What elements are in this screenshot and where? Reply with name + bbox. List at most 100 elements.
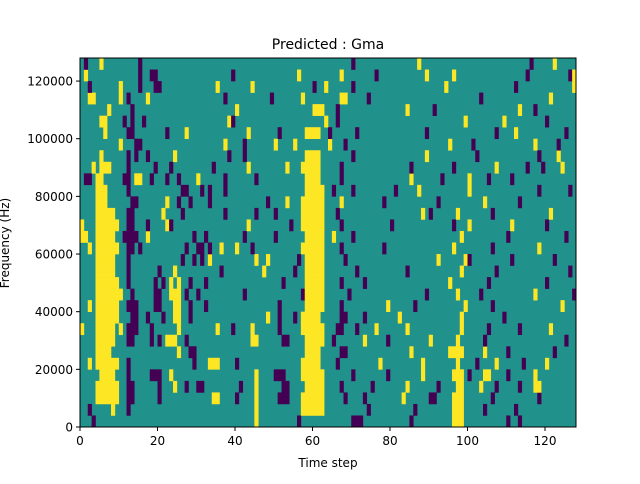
heatmap-cell-segment [180, 184, 189, 197]
y-tick-label: 80000 [35, 190, 73, 204]
heatmap-cell-segment [486, 323, 492, 336]
heatmap-cell-segment [215, 81, 220, 93]
heatmap-cell-segment [207, 184, 213, 197]
heatmap-cell-segment [254, 369, 259, 382]
heatmap-cell-segment [339, 173, 344, 186]
heatmap-cell-segment [254, 403, 259, 416]
heatmap-cell-segment [242, 138, 247, 151]
heatmap-cell-segment [250, 81, 255, 93]
heatmap-cell-segment [304, 265, 325, 278]
heatmap-cell-segment [304, 300, 325, 312]
heatmap-cell-segment [300, 196, 325, 209]
heatmap-cell-segment [545, 219, 550, 232]
y-tick-label: 40000 [35, 305, 73, 319]
heatmap-cell-segment [517, 323, 523, 336]
heatmap-cells [80, 58, 577, 428]
heatmap-cell-segment [502, 311, 507, 324]
heatmap-cell-segment [180, 254, 185, 266]
x-tick-label: 120 [534, 434, 557, 448]
heatmap-cell-segment [246, 161, 251, 174]
heatmap-cell-segment [355, 127, 360, 140]
heatmap-cell-segment [231, 115, 236, 128]
heatmap-cell-segment [510, 219, 515, 232]
heatmap-cell-segment [494, 161, 499, 174]
heatmap-cell-segment [366, 92, 371, 105]
heatmap-cell-segment [331, 184, 337, 197]
heatmap-cell-segment [95, 346, 112, 359]
heatmap-cell-segment [328, 127, 333, 140]
heatmap-cell-segment [409, 415, 414, 428]
heatmap-cell-segment [483, 334, 488, 347]
heatmap-cell-segment [223, 92, 228, 105]
heatmap-cell-segment [277, 311, 282, 324]
heatmap-cell-segment [95, 300, 120, 312]
heatmap-cell-segment [184, 380, 189, 393]
heatmap-cell-segment [204, 230, 209, 243]
heatmap-cell-segment [386, 300, 391, 312]
heatmap-cell-segment [95, 392, 120, 405]
heatmap-cell-segment [95, 277, 120, 289]
heatmap-cell-segment [99, 58, 104, 70]
heatmap-cell-segment [483, 346, 488, 359]
heatmap-cell-segment [537, 150, 542, 163]
heatmap-cell-segment [362, 334, 368, 347]
heatmap-cell-segment [436, 196, 441, 209]
heatmap-cell-segment [413, 403, 418, 416]
heatmap-cell-segment [405, 265, 410, 278]
heatmap-cell-segment [537, 392, 542, 405]
heatmap-cell-segment [475, 150, 480, 163]
heatmap-cell-segment [153, 300, 162, 312]
heatmap-cell-segment [393, 184, 399, 197]
heatmap-cell-segment [525, 69, 530, 82]
y-tick-label: 60000 [35, 248, 73, 262]
heatmap-cell-segment [339, 300, 344, 312]
heatmap-cell-segment [126, 323, 139, 336]
heatmap-cell-segment [130, 196, 139, 209]
heatmap-cell-segment [87, 242, 92, 255]
heatmap-cell-segment [289, 219, 294, 232]
heatmap-cell-segment [207, 242, 213, 255]
heatmap-cell-segment [204, 277, 209, 289]
heatmap-cell-segment [126, 127, 135, 140]
heatmap-cell-segment [153, 288, 162, 301]
heatmap-cell-segment [304, 277, 325, 289]
heatmap-cell-segment [130, 288, 135, 301]
heatmap-cell-segment [490, 300, 495, 312]
heatmap-cell-segment [304, 334, 325, 347]
heatmap-cell-segment [126, 92, 131, 105]
heatmap-cell-segment [196, 380, 205, 393]
heatmap-cell-segment [494, 265, 499, 278]
heatmap-cell-segment [339, 311, 348, 324]
heatmap-cell-segment [506, 346, 511, 359]
heatmap-cell-segment [362, 392, 368, 405]
heatmap-cell-segment [483, 369, 492, 382]
heatmap-cell-segment [328, 138, 333, 151]
heatmap-cell-segment [80, 230, 89, 243]
heatmap-cell-segment [184, 127, 189, 140]
heatmap-cell-segment [126, 300, 139, 312]
heatmap-cell-segment [126, 265, 131, 278]
x-tick-label: 60 [305, 434, 320, 448]
heatmap-cell-segment [436, 254, 441, 266]
heatmap-cell-segment [502, 115, 507, 128]
heatmap-cell-segment [145, 92, 151, 105]
heatmap-cell-segment [83, 58, 89, 70]
heatmap-cell-segment [525, 161, 530, 174]
heatmap-cell-segment [560, 300, 565, 312]
heatmap-cell-segment [452, 242, 457, 255]
heatmap-cell-segment [145, 311, 151, 324]
heatmap-cell-segment [440, 173, 445, 186]
heatmap-cell-segment [153, 161, 158, 174]
heatmap-cell-segment [176, 346, 182, 359]
heatmap-cell-segment [424, 127, 430, 140]
x-tick-label: 40 [227, 434, 242, 448]
heatmap-cell-segment [568, 265, 573, 278]
heatmap-cell-segment [149, 173, 154, 186]
heatmap-cell-segment [479, 380, 484, 393]
heatmap-cell-segment [99, 369, 116, 382]
heatmap-cell-segment [409, 161, 414, 174]
heatmap-cell-segment [266, 254, 271, 266]
heatmap-cell-segment [242, 230, 247, 243]
heatmap-cell-segment [297, 415, 302, 428]
